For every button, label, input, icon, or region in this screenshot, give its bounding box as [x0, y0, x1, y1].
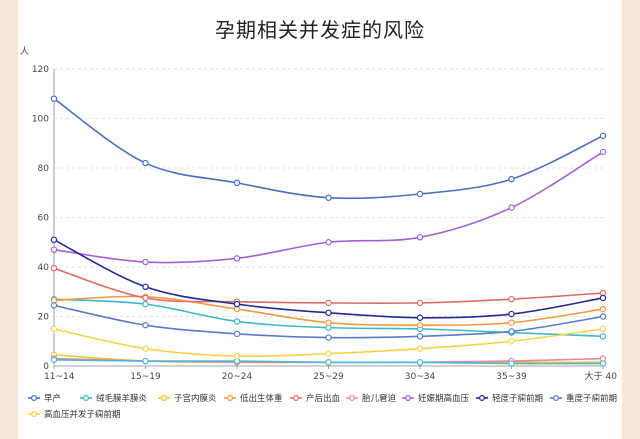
y-tick-label: 0	[43, 362, 49, 372]
data-point-9-4	[416, 359, 424, 366]
legend-swatch-marker	[161, 395, 168, 402]
legend-swatch-marker	[405, 395, 412, 402]
data-point-1-6	[599, 333, 607, 340]
data-point-10-1	[142, 345, 149, 352]
data-point-6-5	[508, 204, 515, 211]
legend-swatch-marker	[227, 395, 234, 402]
chart-card: 孕期相关并发症的风险 0 20 40 60 80 100 120 人 11~14 15~19 20~…	[18, 0, 622, 439]
data-point-0-5	[508, 175, 515, 183]
x-tick-label: 15~19	[130, 372, 161, 382]
legend-entry: 绒毛膜羊膜炎	[96, 393, 148, 404]
x-tick-label: 25~29	[313, 372, 344, 382]
series-line-4	[53, 267, 604, 305]
legend-swatch-marker	[349, 395, 356, 402]
x-tick-label: 35~39	[496, 372, 527, 382]
legend-entry: 早产	[44, 393, 61, 404]
y-tick-label: 120	[32, 65, 49, 75]
legend-entry: 胎儿窘迫	[362, 393, 397, 404]
data-point-9-0	[50, 356, 58, 364]
data-point-10-2	[233, 352, 241, 360]
legend-entry: 高血压并发子痫前期	[44, 409, 121, 420]
data-point-0-3	[325, 194, 332, 201]
data-point-10-0	[50, 325, 58, 333]
y-axis-label: 人	[20, 46, 29, 57]
data-point-3-4	[416, 321, 424, 329]
legend-entry: 子宫内膜炎	[174, 393, 217, 404]
y-tick-label: 60	[38, 214, 50, 224]
y-tick-label: 20	[38, 313, 50, 323]
data-point-8-0	[50, 302, 58, 309]
data-point-9-3	[325, 359, 332, 366]
y-tick-label: 100	[32, 115, 49, 125]
data-point-7-5	[508, 310, 515, 318]
data-point-10-5	[508, 338, 515, 345]
data-point-0-1	[142, 159, 149, 167]
data-point-8-5	[508, 328, 515, 335]
legend-swatch-marker	[479, 395, 486, 402]
data-point-6-0	[50, 246, 58, 253]
data-point-8-1	[142, 321, 149, 329]
data-point-0-4	[416, 190, 424, 198]
data-point-1-2	[233, 318, 241, 325]
data-point-4-0	[50, 265, 58, 272]
y-tick-label: 40	[38, 263, 50, 273]
data-point-7-0	[50, 236, 58, 243]
series-line-0	[53, 98, 604, 200]
x-tick-label: 30~34	[405, 372, 436, 382]
data-point-10-3	[325, 350, 332, 357]
data-point-4-1	[142, 294, 149, 302]
data-point-10-4	[416, 345, 424, 352]
data-point-6-1	[142, 258, 149, 266]
legend-entry: 产后出血	[306, 393, 341, 404]
x-tick-label: 大于 40	[585, 370, 618, 382]
data-point-8-6	[599, 313, 607, 320]
data-point-0-6	[599, 132, 607, 140]
data-point-6-6	[599, 148, 607, 156]
data-point-7-6	[599, 294, 607, 302]
data-point-0-2	[233, 179, 241, 187]
data-point-4-4	[416, 299, 424, 307]
data-point-9-5	[508, 360, 515, 367]
data-point-6-4	[416, 234, 424, 241]
data-point-3-5	[508, 319, 515, 326]
legend-entry: 妊娠期高血压	[418, 393, 470, 404]
data-point-0-0	[50, 95, 58, 102]
data-point-6-2	[233, 255, 241, 262]
chart-title: 孕期相关并发症的风险	[215, 18, 425, 42]
legend-swatch-marker	[31, 411, 38, 418]
data-point-8-2	[233, 330, 241, 338]
data-point-8-4	[416, 333, 424, 340]
data-point-7-3	[325, 309, 332, 316]
data-point-3-3	[325, 319, 332, 326]
series-line-6	[53, 151, 604, 264]
data-point-7-2	[233, 300, 241, 308]
legend-entry: 轻度子痫前期	[492, 393, 543, 404]
x-tick-label: 20~24	[222, 372, 253, 382]
data-point-9-1	[142, 357, 149, 365]
legend-swatch-marker	[552, 395, 559, 402]
data-point-6-3	[325, 239, 332, 246]
x-tick-label: 11~14	[44, 372, 75, 382]
data-point-8-3	[325, 334, 332, 341]
legend-swatch-marker	[31, 395, 38, 402]
data-point-7-4	[416, 314, 424, 321]
data-point-4-5	[508, 295, 515, 303]
data-point-7-1	[142, 283, 149, 290]
data-point-3-6	[599, 305, 607, 313]
data-point-1-1	[142, 300, 149, 308]
legend-swatch-marker	[82, 395, 89, 402]
data-point-4-3	[325, 299, 332, 307]
legend-entry: 低出生体重	[240, 393, 283, 404]
legend-swatch-marker	[293, 395, 300, 402]
data-point-10-6	[599, 325, 607, 333]
y-tick-label: 80	[38, 164, 50, 174]
legend-entry: 重度子痫前期	[566, 393, 617, 404]
data-point-9-6	[599, 360, 607, 367]
